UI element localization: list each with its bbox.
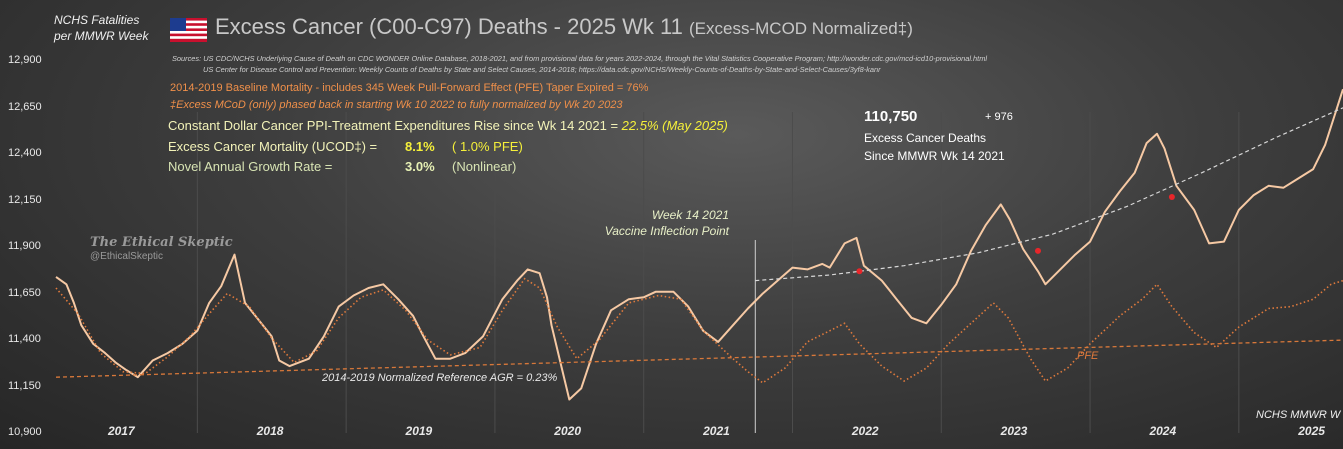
y-axis-label-line1: NCHS Fatalities — [54, 13, 140, 27]
mcod-note: ‡Excess MCoD (only) phased back in start… — [170, 99, 623, 111]
excess-deaths-line — [55, 88, 1343, 401]
x-tick-label: 2020 — [554, 424, 581, 438]
footer-label: NCHS MMWR W — [1256, 409, 1341, 421]
y-tick-label: 11,900 — [8, 240, 41, 253]
x-tick-label: 2023 — [1000, 424, 1028, 438]
y-tick-label: 10,900 — [8, 426, 42, 438]
intersection-marker — [856, 268, 863, 275]
y-tick-label: 11,150 — [8, 379, 41, 392]
mortality-value: 8.1% — [405, 139, 435, 154]
watermark-name: The Ethical Skeptic — [90, 235, 233, 250]
sources-line1: Sources: US CDC/NCHS Underlying Cause of… — [172, 54, 987, 63]
x-tick-label: 2017 — [107, 424, 135, 438]
pfe-line — [55, 277, 1343, 384]
y-tick-label: 12,150 — [8, 193, 42, 206]
reference-line — [55, 339, 1343, 378]
sources-line2: US Center for Disease Control and Preven… — [203, 65, 881, 74]
mortality-label: Excess Cancer Mortality (UCOD‡) = — [168, 139, 378, 154]
vaccine-annotation-line2: Vaccine Inflection Point — [604, 224, 729, 238]
callout-line2: Since MMWR Wk 14 2021 — [864, 149, 1005, 163]
x-tick-label: 2025 — [1298, 424, 1325, 438]
x-tick-label: 2018 — [256, 424, 284, 438]
baseline-note: 2014-2019 Baseline Mortality - includes … — [170, 82, 649, 94]
excess-total-value: 110,750 — [864, 108, 918, 125]
reference-line-label: 2014-2019 Normalized Reference AGR = 0.2… — [322, 372, 558, 384]
callout-line1: Excess Cancer Deaths — [864, 131, 987, 145]
intersection-marker — [1034, 247, 1041, 254]
y-tick-label: 12,400 — [8, 147, 42, 160]
us-flag-icon — [170, 18, 207, 42]
chart-title-main: Excess Cancer (C00-C97) Deaths - 2025 Wk… — [215, 14, 683, 39]
intersection-marker — [1168, 193, 1175, 200]
watermark-handle: @EthicalSkeptic — [90, 251, 163, 262]
ppi-label: Constant Dollar Cancer PPI-Treatment Exp… — [168, 118, 622, 133]
excess-weekly-delta: + 976 — [985, 111, 1013, 123]
x-tick-label: 2019 — [405, 424, 433, 438]
x-tick-label: 2022 — [851, 424, 879, 438]
y-axis-label-line2: per MMWR Week — [54, 29, 149, 43]
vaccine-annotation-line1: Week 14 2021 — [651, 208, 729, 222]
nonlinear-trend-line — [755, 107, 1343, 282]
pfe-series-label: PFE — [1077, 350, 1099, 362]
mortality-pfe: ( 1.0% PFE) — [452, 139, 523, 154]
x-tick-label: 2024 — [1149, 424, 1177, 438]
chart-title: Excess Cancer (C00-C97) Deaths - 2025 Wk… — [215, 14, 913, 40]
chart-title-suffix: (Excess-MCOD Normalized‡) — [689, 19, 913, 38]
y-tick-label: 11,400 — [8, 333, 41, 346]
y-tick-label: 11,650 — [8, 286, 41, 299]
growth-label: Novel Annual Growth Rate = — [168, 159, 333, 174]
y-tick-label: 12,650 — [8, 100, 42, 113]
ppi-note: Constant Dollar Cancer PPI-Treatment Exp… — [168, 118, 728, 133]
y-tick-label: 12,900 — [8, 54, 42, 67]
growth-note: (Nonlinear) — [452, 159, 517, 174]
x-tick-label: 2021 — [703, 424, 730, 438]
ppi-value: 22.5% (May 2025) — [621, 118, 728, 133]
growth-value: 3.0% — [405, 159, 435, 174]
